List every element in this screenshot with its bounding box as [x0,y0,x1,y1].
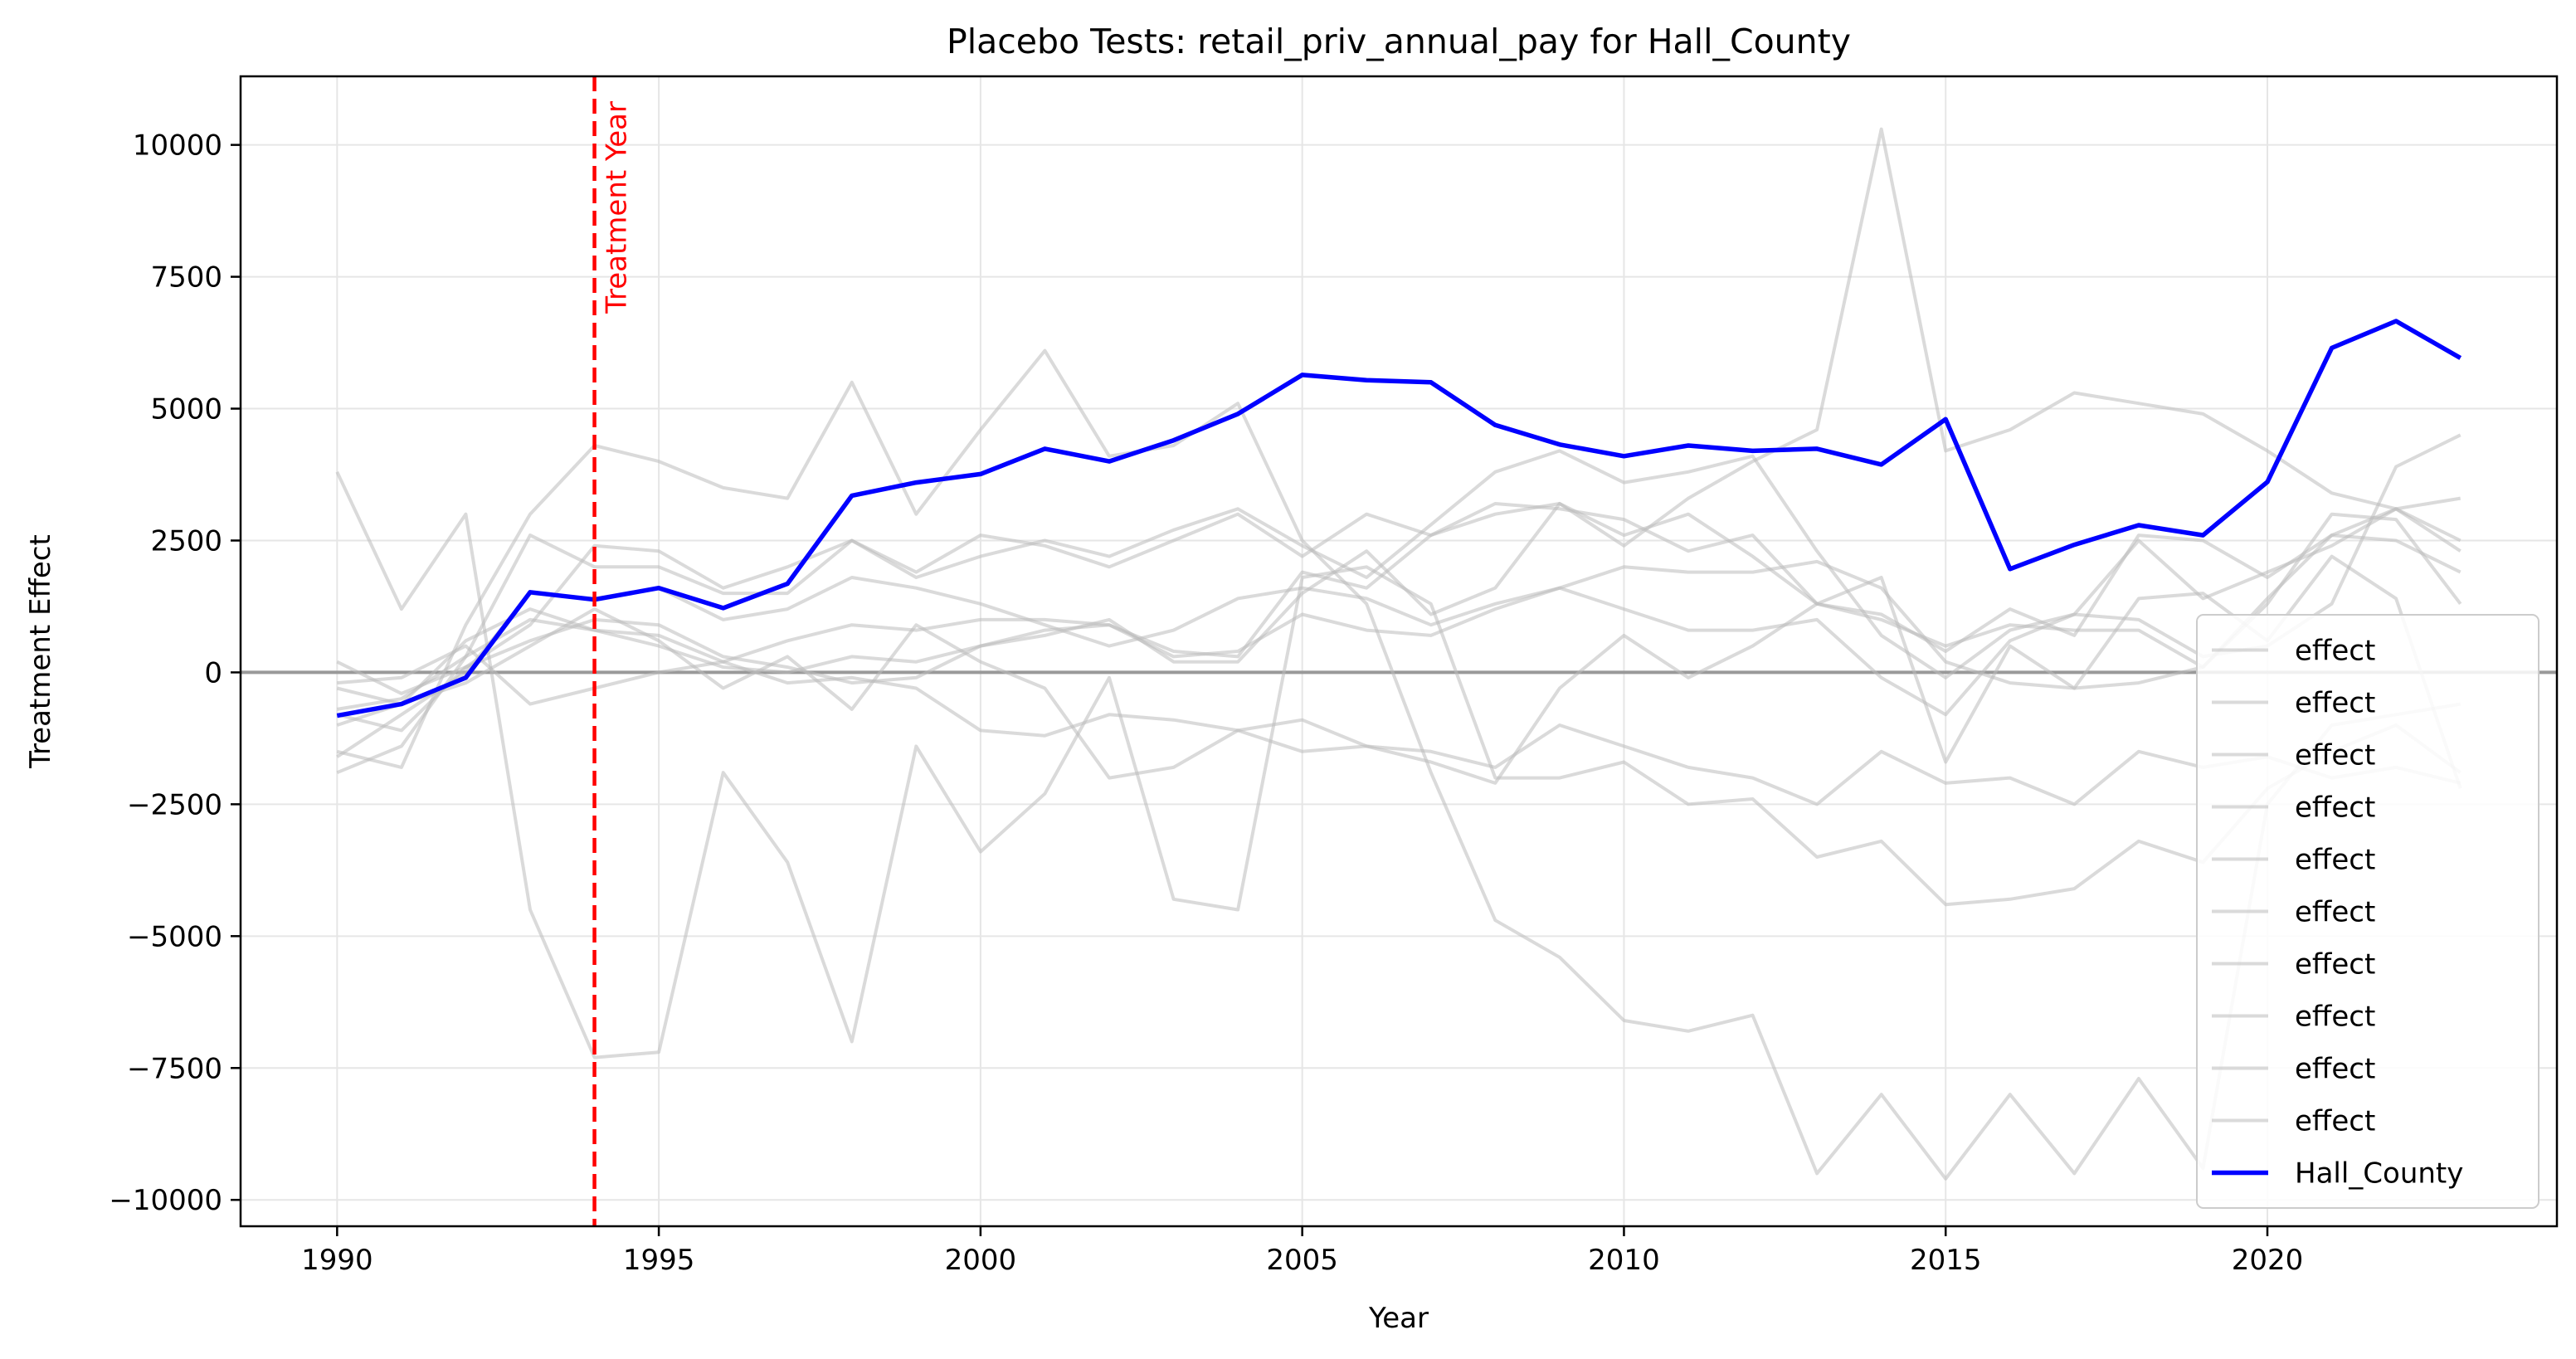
legend-label: effect [2295,1053,2375,1086]
treatment-year-annotation: Treatment Year [592,76,634,1226]
y-axis-title: Treatment Effect [24,534,57,769]
x-tick-label: 2020 [2232,1244,2304,1277]
y-tick-label: 10000 [133,129,222,163]
x-axis-title: Year [1368,1302,1429,1335]
x-tick-label: 1995 [623,1244,695,1277]
y-tick-label: −2500 [127,788,222,821]
series-line-effect-10 [337,644,2462,806]
series-line-effect-9 [336,433,2462,717]
legend-label: Hall_County [2295,1157,2463,1191]
y-tick-label: −7500 [127,1052,222,1085]
legend-label: effect [2295,844,2375,877]
legend-label: effect [2295,792,2375,825]
legend-label: effect [2295,635,2375,668]
grid-lines [241,76,2557,1226]
series-line-effect-2 [336,348,2462,1181]
legend-label: effect [2295,948,2375,982]
series-line-effect-5 [336,496,2462,706]
series-line-effect-6 [336,127,2462,695]
series-line-effect-1 [335,470,2462,1059]
legend-box [2196,614,2539,1209]
y-tick-label: 5000 [150,393,222,426]
y-tick-label: −10000 [109,1184,222,1217]
y-tick-label: 2500 [150,524,222,558]
x-tick-label: 2005 [1266,1244,1338,1277]
x-tick-label: 2010 [1588,1244,1660,1277]
legend-label: effect [2295,1001,2375,1034]
legend: effect effect effect effect effect effect effe… [2196,614,2539,1209]
chart-title: Placebo Tests: retail_priv_annual_pay fo… [947,22,1851,61]
x-tick-label: 2015 [1910,1244,1982,1277]
legend-label: effect [2295,1105,2375,1138]
legend-label: effect [2295,896,2375,929]
x-tick-label: 2000 [945,1244,1017,1277]
series-line-effect-4 [336,449,2462,733]
treatment-year-label: Treatment Year [601,101,634,314]
y-tick-label: 0 [204,656,222,689]
x-tick-label: 1990 [301,1244,373,1277]
y-tick-label: −5000 [127,920,222,953]
plot-area-frame [239,75,2559,1228]
series-line-effect-7 [336,554,2462,789]
axis-ticks: 1990 1995 2000 2005 2010 2015 2020 −10000 −7500 −… [109,129,2303,1277]
series-line-effect-3 [336,502,2462,775]
series-line-hall-county [336,319,2462,718]
series-lines [335,127,2462,1181]
legend-label: effect [2295,687,2375,720]
legend-label: effect [2295,739,2375,772]
series-line-effect-8 [336,512,2462,758]
y-tick-label: 7500 [150,261,222,295]
